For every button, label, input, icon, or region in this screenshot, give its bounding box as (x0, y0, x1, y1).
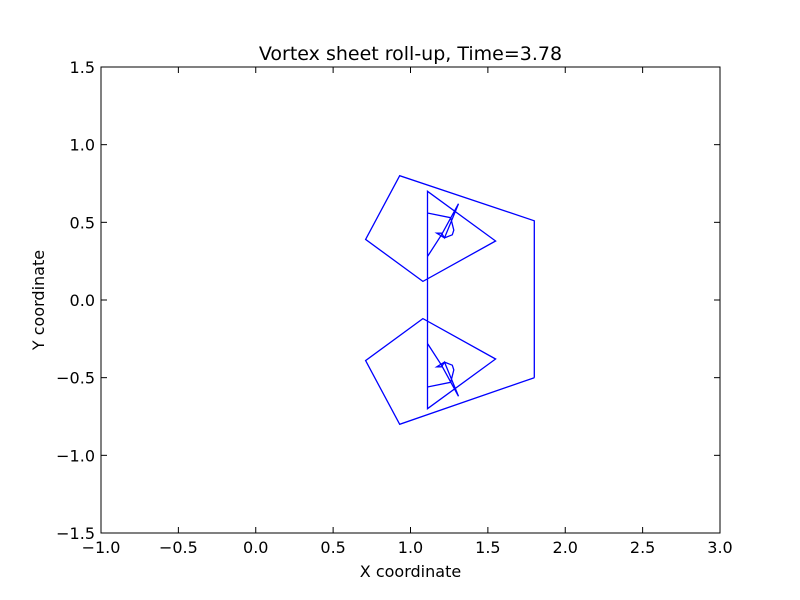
plot-area (364, 174, 535, 426)
y-tick-label: 1.5 (70, 58, 95, 77)
y-tick-label: 0.5 (70, 213, 95, 232)
chart-title: Vortex sheet roll-up, Time=3.78 (259, 43, 562, 65)
y-tick-label: 0.0 (70, 291, 95, 310)
x-tick-label: 3.0 (707, 538, 732, 557)
series-line-0 (364, 174, 535, 426)
y-tick-label: −1.5 (56, 524, 95, 543)
x-axis-title: X coordinate (360, 562, 461, 581)
y-tick-label: −1.0 (56, 446, 95, 465)
y-tick-label: 1.0 (70, 136, 95, 155)
x-tick-label: 2.0 (553, 538, 578, 557)
x-tick-label: 1.5 (475, 538, 500, 557)
axis-ticks: −1.0 −0.5 0.0 0.5 1.0 1.5 2.0 2.5 3.0 1.5 1.0 0.5 0.… (56, 58, 733, 557)
x-tick-label: −0.5 (159, 538, 198, 557)
y-axis-title: Y coordinate (29, 250, 48, 351)
x-tick-label: 0.5 (320, 538, 345, 557)
plot-frame (100, 66, 721, 534)
x-tick-label: −1.0 (82, 538, 121, 557)
x-tick-label: 2.5 (630, 538, 655, 557)
y-tick-label: −0.5 (56, 369, 95, 388)
x-tick-label: 1.0 (398, 538, 423, 557)
x-tick-label: 0.0 (243, 538, 268, 557)
